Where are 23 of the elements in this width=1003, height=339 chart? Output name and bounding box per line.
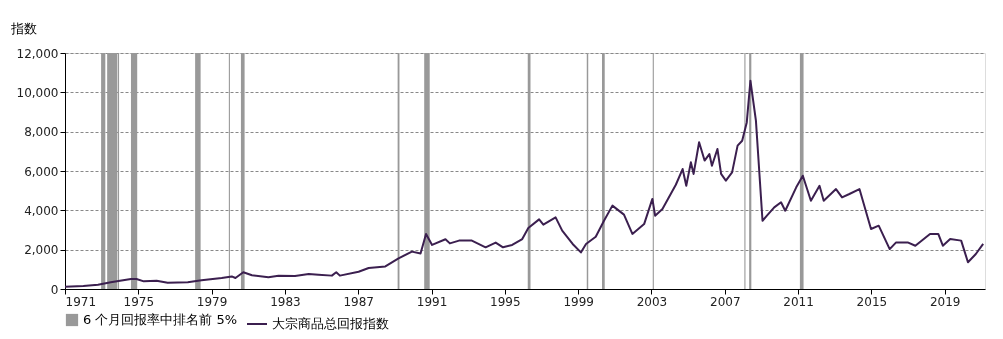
x-tick-label: 1979 xyxy=(196,294,228,309)
y-tick-label: 12,000 xyxy=(16,46,59,61)
legend-label: 6 个月回报率中排名前 5% xyxy=(83,312,238,327)
x-tick-label: 2003 xyxy=(636,294,668,309)
y-tick-label: 0 xyxy=(50,282,59,297)
y-tick-label: 2,000 xyxy=(24,243,59,258)
x-tick-label: 2019 xyxy=(929,294,961,309)
y-axis-title: 指数 xyxy=(9,20,37,36)
y-tick-label: 10,000 xyxy=(16,85,59,100)
x-tick-label: 1991 xyxy=(416,294,448,309)
x-tick-label: 2011 xyxy=(783,294,814,309)
x-tick-label: 2015 xyxy=(856,294,888,309)
x-tick-label: 1975 xyxy=(123,294,155,309)
x-tick-label: 1983 xyxy=(270,294,301,309)
y-tick-label: 6,000 xyxy=(24,164,59,179)
legend-label: 大宗商品总回报指数 xyxy=(272,316,389,331)
y-tick-label: 4,000 xyxy=(24,203,59,218)
x-tick-label: 1971 xyxy=(65,294,97,309)
y-tick-label: 8,000 xyxy=(24,125,59,140)
x-tick-label: 1987 xyxy=(343,294,374,309)
x-tick-label: 2007 xyxy=(709,294,741,309)
x-tick-label: 1999 xyxy=(563,294,594,309)
x-tick-label: 1995 xyxy=(490,294,521,309)
